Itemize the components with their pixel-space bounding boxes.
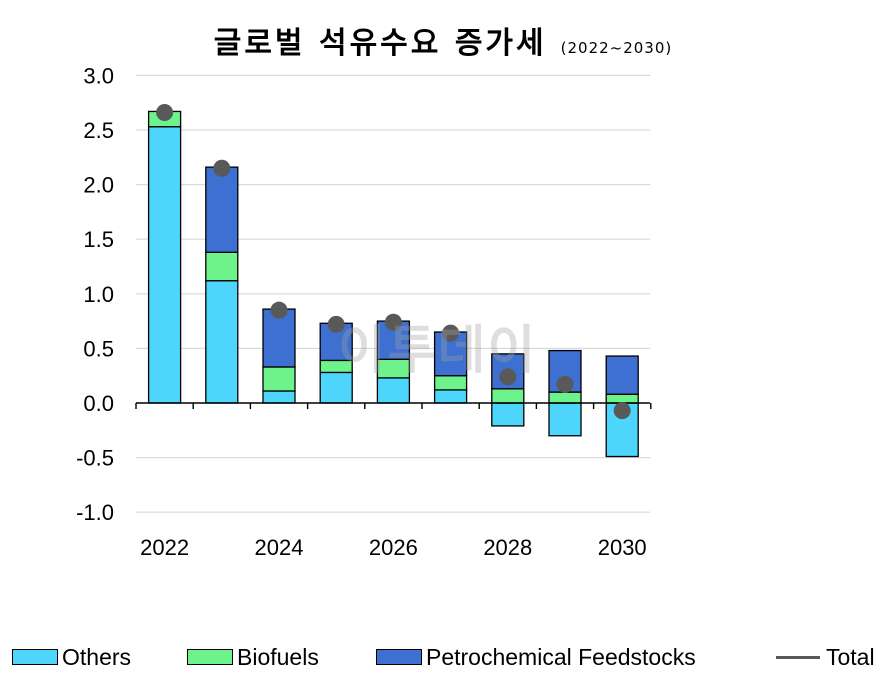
bar-petrochemical: [319, 322, 353, 362]
bar-biofuels: [433, 375, 468, 391]
bar-biofuels: [491, 388, 525, 404]
legend-label-total: Total: [826, 643, 875, 670]
x-tick-label: 2022: [140, 535, 189, 560]
y-tick-label: 1.0: [83, 282, 114, 307]
total-marker: [384, 313, 402, 331]
y-tick-label: 0.5: [83, 336, 114, 361]
y-tick-label: 2.0: [83, 173, 114, 198]
x-tick-label: 2024: [255, 535, 304, 560]
bar-others: [376, 377, 411, 404]
x-tick-label: 2026: [369, 535, 418, 560]
bar-others: [262, 390, 296, 404]
x-axis-ticks: 2022 2024 2026 2028 2030: [140, 535, 647, 560]
legend-item-biofuels: Biofuels: [187, 640, 319, 674]
y-axis-ticks: -1.0 -0.5 0.0 0.5 1.0 1.5 2.0 2.5 3.0: [76, 63, 114, 525]
legend-swatch-others: [12, 649, 58, 665]
y-tick-label: 2.5: [83, 118, 114, 143]
bar-biofuels: [319, 359, 353, 374]
bar-biofuels: [376, 358, 411, 379]
legend-swatch-biofuels: [187, 649, 233, 665]
legend-label-petrochemical: Petrochemical Feedstocks: [426, 643, 696, 670]
y-tick-label: 3.0: [83, 63, 114, 88]
bar-biofuels: [605, 393, 639, 404]
total-marker: [156, 104, 174, 122]
bar-others: [433, 389, 468, 404]
bar-petrochemical: [262, 308, 296, 368]
legend-item-others: Others: [12, 640, 131, 674]
bars: [147, 110, 639, 458]
legend: Others Biofuels Petrochemical Feedstocks…: [0, 640, 886, 674]
legend-label-others: Others: [62, 643, 132, 670]
bar-petrochemical: [605, 355, 639, 395]
total-marker: [270, 301, 288, 319]
bar-others: [147, 126, 182, 404]
legend-item-petrochemical: Petrochemical Feedstocks: [376, 640, 696, 674]
total-markers: [156, 104, 631, 420]
y-tick-label: 1.5: [83, 227, 114, 252]
legend-swatch-total: [776, 655, 820, 659]
chart-title: 글로벌 석유수요 증가세 (2022~2030): [0, 18, 886, 62]
bar-others: [491, 402, 525, 427]
x-axis: [135, 402, 652, 409]
bar-petrochemical: [205, 166, 239, 253]
y-tick-label: -1.0: [76, 500, 114, 525]
chart-subtitle: (2022~2030): [560, 39, 673, 57]
bar-others: [205, 280, 239, 404]
y-tick-label: 0.0: [83, 391, 114, 416]
total-marker: [499, 368, 517, 386]
legend-label-biofuels: Biofuels: [237, 643, 319, 670]
bar-biofuels: [548, 391, 582, 404]
legend-item-total: Total: [776, 640, 875, 674]
total-marker: [442, 324, 460, 342]
chart-title-main: 글로벌 석유수요 증가세: [213, 26, 547, 61]
y-tick-label: -0.5: [76, 446, 114, 471]
bar-others: [319, 371, 353, 404]
bar-others: [548, 402, 582, 437]
total-marker: [213, 159, 231, 177]
bar-biofuels: [205, 251, 239, 282]
bar-biofuels: [262, 366, 296, 392]
x-tick-label: 2030: [598, 535, 647, 560]
x-tick-label: 2028: [483, 535, 532, 560]
total-marker: [613, 402, 631, 420]
total-marker: [327, 315, 345, 333]
chart-area: -1.0-0.50.00.51.01.52.02.53.0 2022 2024 20…: [76, 63, 652, 560]
legend-swatch-petrochemical: [376, 649, 422, 665]
total-marker: [556, 375, 574, 393]
